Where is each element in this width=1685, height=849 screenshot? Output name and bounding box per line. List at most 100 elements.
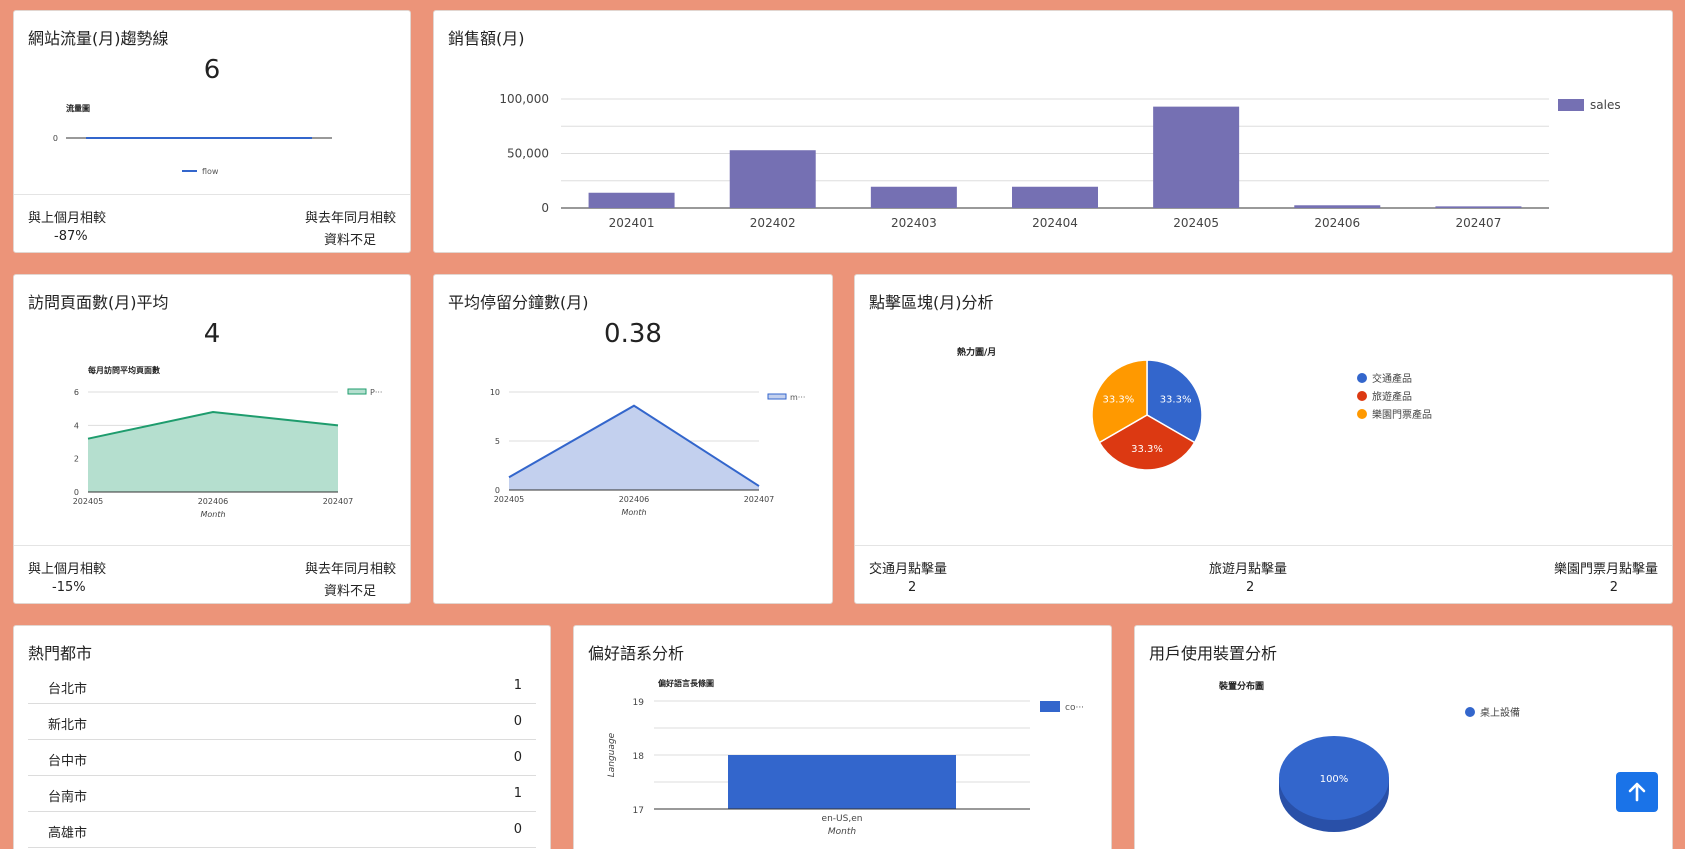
city-row: 台中市 0: [28, 740, 536, 776]
bar: [1153, 106, 1240, 208]
legend-label: co···: [1065, 703, 1084, 713]
slice-label: 33.3%: [1103, 395, 1135, 406]
x-axis-title: Month: [621, 508, 646, 517]
pages-chart-title: 每月訪問平均頁面數: [88, 365, 160, 375]
traffic-card: 網站流量(月)趨勢線 6 流量圖 0 flow 與上個月相較 -87% 與去年同月相…: [13, 10, 411, 253]
slice-label: 100%: [1320, 774, 1349, 785]
language-chart-title: 偏好語言長條圖: [658, 678, 714, 688]
sales-card: 銷售額(月) 0 50,000 100,000 202401 202402 202403 2…: [433, 10, 1673, 253]
x-tick-label: 202401: [609, 216, 655, 230]
y-tick-label: 18: [633, 752, 645, 762]
pages-yoy-value: 資料不足: [323, 584, 376, 599]
pages-chart: 0 2 4 6 202405 202406 202407 Month P··· 每月訪問平均頁面數: [73, 365, 383, 519]
x-tick-label: 202405: [1173, 216, 1219, 230]
scroll-top-button[interactable]: [1616, 772, 1658, 812]
y-tick-label: 4: [74, 421, 79, 430]
pages-mom-value: -15%: [52, 580, 86, 595]
city-name: 新北市: [48, 718, 88, 733]
duration-title: 平均停留分鐘數(月): [448, 293, 589, 312]
legend-label: P···: [370, 388, 382, 397]
pie-slice: [1279, 736, 1389, 820]
clicks-stat-label-2: 旅遊月點擊量: [1209, 562, 1288, 577]
legend-swatch: [1357, 391, 1367, 401]
clicks-footer: 交通月點擊量 2 旅遊月點擊量 2 樂園門票月點擊量 2: [855, 545, 1672, 603]
legend-label: sales: [1590, 98, 1621, 112]
pages-card: 訪問頁面數(月)平均 4 0 2 4 6 202405 202406 202407 Month…: [13, 274, 411, 604]
clicks-stat-value-1: 2: [908, 580, 917, 595]
pie-slice: [1098, 414, 1196, 471]
x-tick-label: en-US,en: [822, 814, 863, 824]
x-tick-label: 202406: [619, 495, 650, 504]
traffic-yoy-value: 資料不足: [323, 233, 376, 248]
area-fill: [88, 412, 338, 492]
device-chart-title: 裝置分布圖: [1218, 680, 1264, 692]
city-row: 新北市 0: [28, 704, 536, 740]
traffic-chart: 流量圖 0 flow: [53, 103, 332, 176]
clicks-stat-value-3: 2: [1609, 580, 1618, 595]
x-tick-label: 202406: [198, 497, 229, 506]
device-chart: 裝置分布圖 100% 桌上設備: [1218, 680, 1520, 832]
y-tick-label: 50,000: [507, 147, 549, 161]
city-count: 0: [513, 822, 522, 837]
bar: [1012, 186, 1098, 208]
legend-swatch: [1558, 99, 1584, 111]
legend-label: m···: [790, 393, 805, 402]
legend-label: 交通產品: [1372, 372, 1412, 385]
duration-chart: 0 5 10 202405 202406 202407 Month m···: [490, 388, 806, 517]
bar: [588, 192, 675, 208]
duration-value: 0.38: [604, 319, 662, 349]
sales-title: 銷售額(月): [448, 29, 525, 48]
bar: [728, 755, 956, 809]
city-count: 1: [513, 786, 522, 801]
bar: [729, 150, 816, 208]
traffic-value: 6: [203, 55, 221, 85]
city-name: 台北市: [48, 682, 88, 697]
pages-value: 4: [203, 319, 221, 349]
legend-label: 旅遊產品: [1372, 390, 1412, 403]
bar: [1435, 206, 1522, 208]
x-tick-label: 202402: [750, 216, 796, 230]
city-count: 1: [513, 678, 522, 693]
city-name: 台中市: [48, 754, 88, 769]
area-fill: [509, 405, 759, 490]
y-tick-label: 0: [74, 488, 79, 497]
slice-label: 33.3%: [1131, 444, 1163, 455]
pie-slice: [1091, 359, 1148, 444]
pages-title: 訪問頁面數(月)平均: [28, 293, 169, 312]
y-tick-label: 17: [633, 806, 644, 816]
language-title: 偏好語系分析: [588, 644, 685, 663]
legend-swatch: [347, 388, 367, 395]
y-axis-title: Language: [607, 732, 617, 777]
duration-card: 平均停留分鐘數(月) 0.38 0 5 10 202405 202406 202407 Mo…: [433, 274, 833, 604]
x-tick-label: 202406: [1314, 216, 1360, 230]
sales-chart: 0 50,000 100,000 202401 202402 202403 202404 20…: [499, 92, 1621, 230]
pages-mom-label: 與上個月相較: [28, 562, 107, 577]
pie-slice: [1146, 359, 1203, 444]
series-line: [87, 410, 339, 440]
y-tick-label: 0: [495, 486, 500, 495]
x-axis-title: Month: [828, 827, 857, 837]
cities-title: 熱門都市: [28, 644, 93, 663]
x-tick-label: 202407: [323, 497, 354, 506]
y-tick-label: 0: [53, 134, 58, 143]
clicks-card: 點擊區塊(月)分析 熱力圖/月 33.3% 33.3% 33.3% 交通產品 旅遊產品 樂園…: [854, 274, 1673, 604]
legend-label: flow: [202, 167, 219, 176]
city-row: 台北市 1: [28, 668, 536, 704]
bar: [1294, 205, 1381, 208]
city-name: 高雄市: [48, 826, 88, 841]
y-tick-label: 19: [633, 698, 645, 708]
x-tick-label: 202403: [891, 216, 937, 230]
clicks-stat-label-1: 交通月點擊量: [869, 562, 948, 577]
city-row: 台南市 1: [28, 776, 536, 812]
slice-label: 33.3%: [1160, 395, 1192, 406]
traffic-footer: 與上個月相較 -87% 與去年同月相較 資料不足: [14, 194, 410, 252]
device-title: 用戶使用裝置分析: [1149, 644, 1278, 663]
legend-label: 桌上設備: [1480, 706, 1520, 719]
legend-swatch: [1465, 707, 1475, 717]
arrow-up-icon: [1628, 782, 1646, 802]
legend-swatch: [767, 393, 787, 400]
cities-card: 熱門都市 台北市 1 新北市 0 台中市 0 台南市 1 高雄市 0: [13, 625, 551, 849]
x-tick-label: 202407: [1456, 216, 1502, 230]
legend-swatch: [1357, 373, 1367, 383]
